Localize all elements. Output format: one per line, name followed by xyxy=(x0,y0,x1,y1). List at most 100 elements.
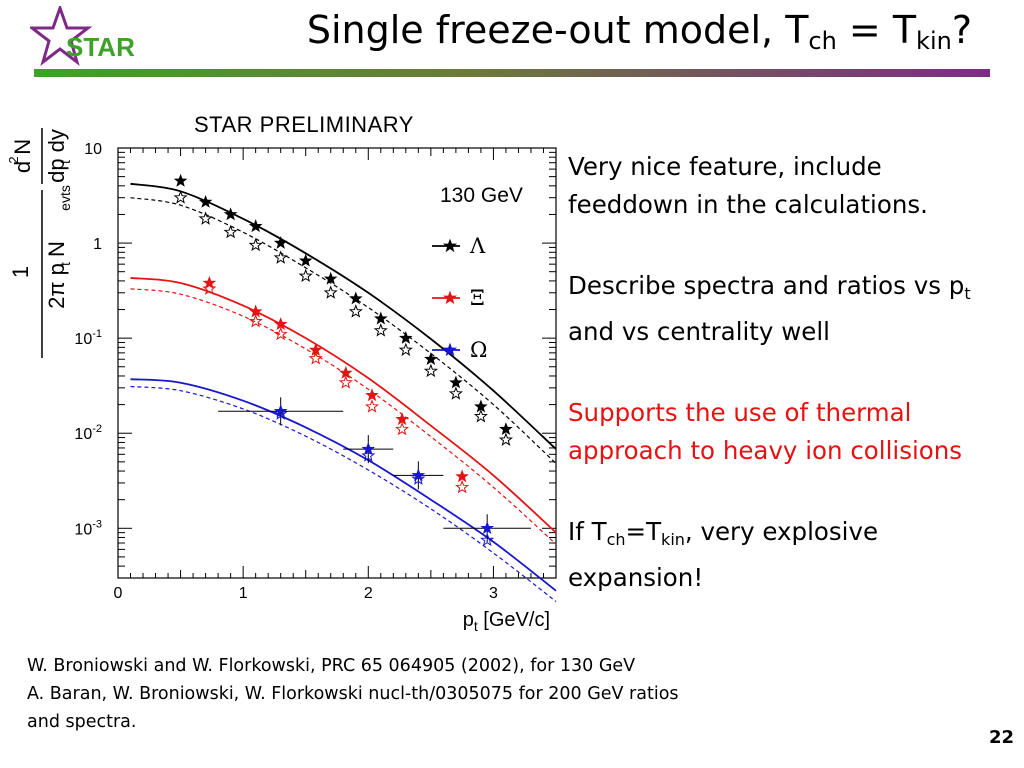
lambda-open-star xyxy=(448,386,463,400)
ylabel-evts-sub: evts xyxy=(57,185,73,211)
reference-line-2: A. Baran, W. Broniowski, W. Florkowski n… xyxy=(27,684,679,704)
star-logo: STAR xyxy=(30,6,135,66)
xi-open-star xyxy=(395,421,410,436)
lambda-open-star xyxy=(473,409,488,423)
legend-label-omega: Ω xyxy=(470,338,487,362)
lambda-filled-star xyxy=(323,271,338,285)
y-tick-label: 10 xyxy=(84,141,102,158)
lambda-filled-star xyxy=(273,235,288,249)
lambda-filled-star xyxy=(349,291,363,305)
xi-open-star xyxy=(364,399,380,413)
title-mid: = T xyxy=(836,8,917,52)
title-divider xyxy=(34,69,990,77)
bullet-explosive-c: , very explosive expansion! xyxy=(568,517,879,592)
ylabel-pt-sub: t xyxy=(57,262,73,266)
ylabel-denominator-2: dp dy xyxy=(44,129,69,183)
xi-filled-star xyxy=(273,317,288,331)
x-tick-label: 1 xyxy=(239,585,248,602)
y-tick-label: 10-3 xyxy=(74,518,102,538)
xi-filled-star xyxy=(455,469,469,483)
lambda-open-star xyxy=(498,432,513,446)
omega-filled-star xyxy=(273,404,288,418)
references: W. Broniowski and W. Florkowski, PRC 65 … xyxy=(27,652,897,736)
slide-title: Single freeze-out model, Tch = Tkin? xyxy=(307,8,972,55)
xi-open-star xyxy=(308,351,323,365)
bullet-explosive: If Tch=Tkin, very explosive expansion! xyxy=(568,513,1008,597)
lambda-filled-star xyxy=(248,219,263,233)
title-sub-kin: kin xyxy=(916,27,952,55)
plot-frame xyxy=(117,147,557,579)
bullet-explosive-sub-kin: kin xyxy=(661,530,685,549)
xi-model-curve-dashed xyxy=(130,288,557,545)
reference-line-3: and spectra. xyxy=(27,712,137,732)
title-end: ? xyxy=(951,8,972,52)
lambda-open-star xyxy=(173,190,188,204)
energy-annotation: 130 GeV xyxy=(440,184,523,207)
y-tick-label: 10-2 xyxy=(74,423,102,443)
omega-open-star xyxy=(411,471,426,485)
star-logo-icon xyxy=(30,6,93,66)
omega-filled-star xyxy=(480,521,494,535)
lambda-filled-star xyxy=(173,173,188,187)
lambda-filled-star xyxy=(399,330,413,344)
plot-title: STAR PRELIMINARY xyxy=(194,112,414,137)
lambda-filled-star xyxy=(198,194,213,208)
lambda-open-star xyxy=(223,224,238,239)
page-number: 22 xyxy=(988,727,1014,748)
lambda-filled-star xyxy=(424,352,438,366)
legend-marker-omega xyxy=(442,342,458,357)
lambda-open-star xyxy=(323,285,338,299)
lambda-filled-star xyxy=(449,375,463,389)
omega-filled-star xyxy=(361,441,376,455)
lambda-open-star xyxy=(273,250,288,264)
legend-label-lambda: Λ xyxy=(469,234,486,258)
lambda-open-star xyxy=(348,304,363,318)
title-sub-ch: ch xyxy=(808,27,837,55)
star-logo-text: STAR xyxy=(66,32,135,62)
lambda-model-curve-dashed xyxy=(130,197,557,464)
x-axis-label: pt [GeV/c] xyxy=(463,609,550,634)
bullet-explosive-a: If T xyxy=(568,517,607,546)
ylabel-sup-2: 2 xyxy=(6,156,21,163)
bullet-describe: Describe spectra and ratios vs pt and vs… xyxy=(568,267,1008,351)
x-tick-label: 2 xyxy=(364,585,373,602)
omega-open-star xyxy=(361,448,376,462)
legend-marker-xi xyxy=(442,290,458,305)
side-text: Very nice feature, include feeddown in t… xyxy=(568,148,1008,640)
omega-open-star xyxy=(480,532,495,547)
xi-open-star xyxy=(273,326,288,341)
ylabel-dpt-sub: t xyxy=(57,160,73,164)
lambda-filled-star xyxy=(298,253,313,267)
lambda-open-star xyxy=(423,363,438,378)
xi-filled-star xyxy=(365,388,379,402)
xi-filled-star xyxy=(248,304,263,318)
lambda-open-star xyxy=(373,323,388,337)
omega-filled-star xyxy=(411,468,426,482)
xi-filled-star xyxy=(308,342,323,356)
lambda-filled-star xyxy=(223,207,238,221)
omega-open-star xyxy=(273,406,288,420)
legend-label-xi: Ξ xyxy=(470,286,485,310)
xi-open-star xyxy=(202,281,217,295)
reference-line-1: W. Broniowski and W. Florkowski, PRC 65 … xyxy=(27,656,636,676)
legend-marker-lambda xyxy=(442,238,458,253)
lambda-open-star xyxy=(298,268,313,283)
x-tick-label: 0 xyxy=(114,585,123,602)
bullet-describe-sub: t xyxy=(964,284,971,303)
x-tick-label: 3 xyxy=(489,585,498,602)
bullet-explosive-b: =T xyxy=(625,517,662,546)
omega-model-curve-dashed xyxy=(130,385,557,602)
lambda-open-star xyxy=(198,211,213,225)
bullet-thermal: Supports the use of thermal approach to … xyxy=(568,398,963,465)
bullet-describe-pre: Describe spectra and ratios vs p xyxy=(568,271,965,300)
lambda-open-star xyxy=(248,237,263,252)
xi-open-star xyxy=(455,479,470,494)
bullet-explosive-sub-ch: ch xyxy=(606,530,626,549)
lambda-open-star xyxy=(398,342,413,357)
lambda-filled-star xyxy=(474,399,488,413)
y-tick-label: 1 xyxy=(93,236,102,253)
bullet-feeddown: Very nice feature, include feeddown in t… xyxy=(568,152,928,219)
xi-model-curve xyxy=(130,277,557,534)
